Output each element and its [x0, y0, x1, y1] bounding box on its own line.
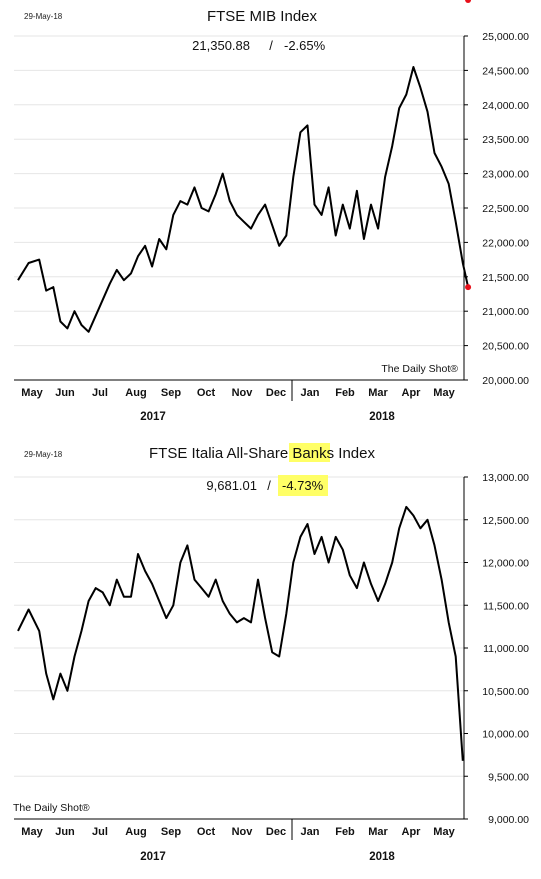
chart2-year-2017: 2017 — [140, 851, 166, 863]
chart2-source: The Daily Shot® — [13, 802, 90, 814]
chart2-series-line — [17, 505, 464, 761]
month-label: Nov — [232, 387, 254, 399]
chart2-change: -4.73% — [282, 478, 324, 493]
month-label: Jan — [301, 826, 320, 838]
month-label: Feb — [335, 826, 355, 838]
chart2-gridlines — [14, 476, 464, 777]
y-tick-label: 20,500.00 — [482, 341, 529, 353]
month-label: Sep — [161, 387, 181, 399]
chart1-last-value: 21,350.88 — [192, 38, 250, 53]
month-label: Oct — [197, 387, 216, 399]
month-label: May — [433, 826, 455, 838]
chart1-month-labels: May Jun Jul Aug Sep Oct Nov Dec Jan Feb Mar Apr May — [21, 387, 455, 399]
month-label: Sep — [161, 826, 181, 838]
y-tick-label: 11,500.00 — [483, 600, 529, 612]
chart2-title-highlight — [289, 443, 330, 462]
y-tick-label: 12,000.00 — [482, 558, 529, 570]
y-tick-label: 9,500.00 — [488, 771, 529, 783]
month-label: Aug — [125, 387, 146, 399]
chart2-title: FTSE Italia All-Share Banks Index — [149, 445, 375, 462]
chart1-separator: / — [269, 38, 273, 53]
chart1-last-point-marker — [465, 284, 472, 291]
y-tick-label: 25,000.00 — [482, 31, 529, 43]
y-tick-label: 21,500.00 — [482, 272, 529, 284]
y-tick-label: 11,000.00 — [483, 643, 529, 655]
chart2-title-pre: FTSE Italia All-Share — [149, 445, 292, 462]
chart1-source: The Daily Shot® — [381, 363, 458, 375]
chart1-date-label: 29-May-18 — [24, 12, 63, 21]
month-label: Jul — [92, 387, 108, 399]
y-tick-label: 22,000.00 — [482, 237, 529, 249]
month-label: Oct — [197, 826, 216, 838]
month-label: May — [21, 826, 43, 838]
y-tick-label: 21,000.00 — [482, 306, 529, 318]
month-label: Apr — [402, 387, 422, 399]
y-tick-label: 20,000.00 — [482, 375, 529, 387]
chart1-gridlines — [14, 35, 464, 347]
y-tick-label: 9,000.00 — [488, 814, 529, 826]
y-tick-label: 24,500.00 — [482, 65, 529, 77]
month-label: May — [433, 387, 455, 399]
month-label: Aug — [125, 826, 146, 838]
month-label: May — [21, 387, 43, 399]
chart-ftse-italia-banks: 9,000.00 9,500.00 10,000.00 10,500.00 11,000… — [13, 0, 529, 863]
y-tick-label: 13,000.00 — [482, 472, 529, 484]
month-label: Feb — [335, 387, 355, 399]
y-tick-label: 23,000.00 — [482, 169, 529, 181]
y-tick-label: 12,500.00 — [482, 515, 529, 527]
chart1-title: FTSE MIB Index — [207, 8, 318, 25]
month-label: Dec — [266, 387, 286, 399]
chart2-date-label: 29-May-18 — [24, 450, 63, 459]
chart2-last-point-marker — [465, 0, 472, 3]
y-tick-label: 10,000.00 — [482, 729, 529, 741]
month-label: Apr — [402, 826, 422, 838]
chart2-title-highlight-word: Banks — [292, 445, 334, 462]
chart2-month-labels: May Jun Jul Aug Sep Oct Nov Dec Jan Feb Mar Apr May — [21, 826, 455, 838]
y-tick-label: 24,000.00 — [482, 100, 529, 112]
y-tick-label: 23,500.00 — [482, 134, 529, 146]
chart2-last-value: 9,681.01 — [206, 478, 257, 493]
month-label: Mar — [368, 826, 388, 838]
month-label: Nov — [232, 826, 254, 838]
chart1-year-2017: 2017 — [140, 411, 166, 423]
chart1-series-line — [17, 66, 470, 333]
chart2-title-post: Index — [334, 445, 375, 462]
y-tick-label: 10,500.00 — [482, 686, 529, 698]
chart2-year-2018: 2018 — [369, 851, 395, 863]
month-label: Jul — [92, 826, 108, 838]
month-label: Mar — [368, 387, 388, 399]
month-label: Jun — [55, 387, 75, 399]
chart2-change-highlight — [278, 475, 328, 496]
y-tick-label: 22,500.00 — [482, 203, 529, 215]
month-label: Jan — [301, 387, 320, 399]
month-label: Dec — [266, 826, 286, 838]
chart-ftse-mib: 20,000.00 20,500.00 21,000.00 21,500.00 22,0… — [14, 8, 529, 423]
month-label: Jun — [55, 826, 75, 838]
chart1-change: -2.65% — [284, 38, 326, 53]
chart2-separator: / — [267, 478, 271, 493]
chart1-y-ticks: 20,000.00 20,500.00 21,000.00 21,500.00 22,0… — [464, 31, 529, 387]
chart2-y-ticks: 9,000.00 9,500.00 10,000.00 10,500.00 11,000… — [464, 472, 529, 826]
chart1-year-2018: 2018 — [369, 411, 395, 423]
